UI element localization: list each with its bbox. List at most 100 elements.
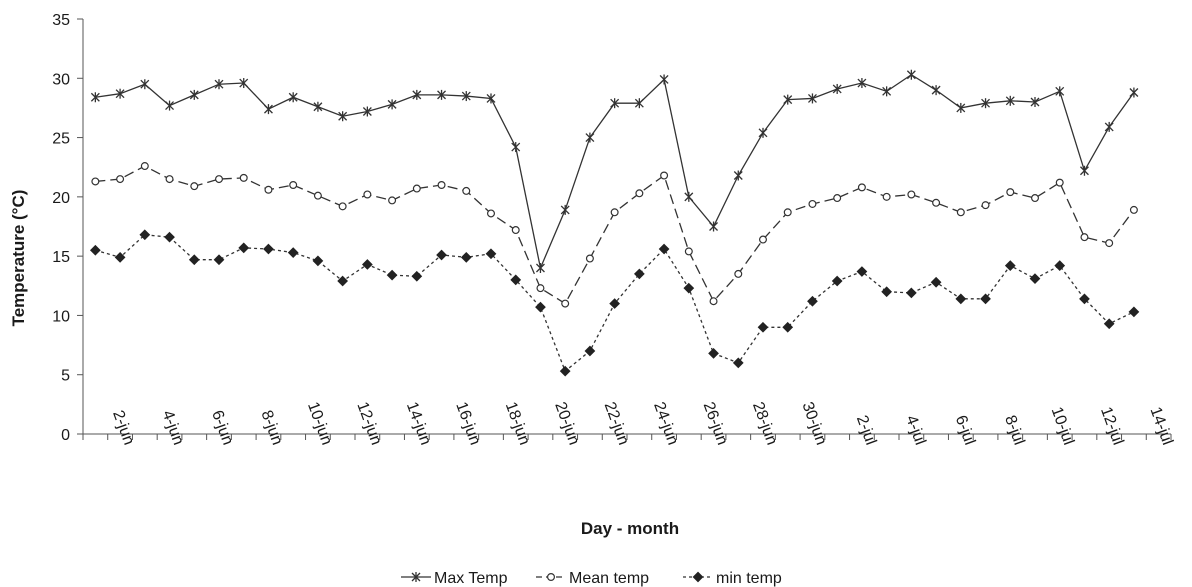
x-tick-label: 18-jun — [502, 400, 533, 448]
data-point-diamond — [386, 269, 398, 281]
data-point-star — [560, 204, 570, 215]
y-tick-label: 5 — [61, 368, 70, 385]
data-point-circle — [1105, 239, 1114, 248]
data-point-diamond — [535, 301, 546, 313]
data-point-circle — [363, 190, 372, 199]
data-point-diamond — [1103, 318, 1115, 330]
data-point-star — [807, 93, 817, 104]
y-tick-label: 10 — [52, 308, 70, 325]
data-point-star — [214, 79, 224, 90]
data-point-star — [387, 99, 397, 110]
x-tick-label: 6-jul — [952, 413, 978, 447]
data-point-diamond — [708, 348, 719, 359]
data-point-star — [1129, 87, 1139, 98]
x-tick-label: 14-jun — [403, 400, 434, 448]
data-point-star — [437, 89, 447, 100]
tick-labels-layer: 0 5 10 15 20 25 30 35 2-jun 4-jun 6-jun 8-jun 10-jun… — [52, 12, 1176, 447]
y-tick-label: 30 — [52, 71, 70, 88]
data-point-diamond — [114, 251, 126, 263]
axes-layer — [77, 18, 1172, 440]
legend-label: min temp — [716, 570, 782, 587]
x-tick-label: 22-jun — [601, 400, 632, 448]
x-tick-label: 16-jun — [452, 400, 483, 448]
x-tick-label: 28-jun — [749, 400, 780, 448]
data-point-diamond — [1128, 306, 1140, 318]
data-point-star — [1030, 97, 1040, 107]
data-point-star — [511, 142, 521, 153]
x-tick-label: 2-jul — [853, 413, 879, 447]
series-max-temp — [90, 69, 1139, 273]
data-point-circle — [487, 209, 496, 218]
series-layer — [89, 69, 1140, 377]
data-point-circle — [833, 194, 842, 203]
data-point-diamond — [1004, 260, 1016, 271]
data-point-star — [931, 85, 941, 96]
y-tick-label: 0 — [61, 427, 70, 444]
y-axis-title: Temperature (°C) — [9, 190, 28, 327]
data-point-circle — [536, 284, 545, 293]
data-point-circle — [437, 181, 446, 190]
legend: Max Temp Mean temp min temp — [401, 570, 782, 587]
data-point-diamond — [1054, 260, 1066, 271]
data-point-star — [140, 79, 150, 90]
legend-item: Max Temp — [401, 570, 508, 587]
data-point-diamond — [633, 268, 645, 280]
data-point-diamond — [411, 270, 423, 282]
x-tick-label: 12-jul — [1097, 405, 1126, 448]
x-tick-label: 30-jun — [798, 400, 829, 448]
y-tick-label: 15 — [52, 249, 70, 266]
data-point-star — [263, 104, 273, 115]
data-point-diamond — [460, 251, 472, 263]
data-point-diamond — [287, 247, 299, 258]
x-tick-label: 10-jul — [1048, 405, 1077, 448]
data-point-circle — [264, 185, 273, 194]
data-point-diamond — [1079, 293, 1090, 305]
data-point-circle — [709, 297, 718, 306]
data-point-circle — [808, 199, 817, 208]
data-point-star — [535, 263, 545, 273]
data-point-circle — [734, 269, 743, 278]
data-point-circle — [585, 254, 594, 263]
data-point-circle — [635, 189, 644, 198]
data-point-diamond — [757, 321, 769, 333]
data-point-circle — [882, 192, 891, 201]
data-point-circle — [91, 177, 100, 186]
data-point-star — [90, 92, 100, 103]
data-point-circle — [313, 191, 322, 200]
data-point-star — [857, 78, 867, 89]
x-axis-title: Day - month — [581, 519, 679, 538]
data-point-star — [906, 69, 916, 80]
legend-label: Mean temp — [569, 570, 649, 587]
data-point-circle — [388, 196, 397, 205]
x-tick-label: 8-jul — [1001, 413, 1027, 447]
data-point-diamond — [732, 357, 744, 369]
data-point-star — [758, 127, 768, 138]
data-point-star — [362, 106, 372, 117]
x-tick-label: 14-jul — [1146, 405, 1175, 448]
data-point-circle — [511, 226, 520, 235]
data-point-star — [634, 98, 644, 109]
data-point-star — [165, 100, 175, 111]
x-tick-label: 8-jun — [258, 408, 286, 447]
x-tick-label: 24-jun — [650, 400, 681, 448]
data-point-circle — [783, 208, 792, 217]
data-point-circle — [462, 186, 471, 195]
series-min-temp — [89, 229, 1140, 377]
data-point-circle — [561, 299, 570, 308]
data-point-diamond — [692, 571, 704, 583]
data-point-star — [461, 91, 471, 102]
data-point-star — [733, 170, 743, 181]
data-point-circle — [140, 162, 149, 171]
data-point-diamond — [213, 254, 225, 266]
data-point-star — [239, 78, 249, 89]
y-tick-label: 35 — [52, 12, 70, 29]
data-point-diamond — [980, 293, 991, 305]
y-tick-label: 25 — [52, 131, 70, 148]
data-point-circle — [1080, 233, 1089, 242]
data-point-circle — [758, 235, 767, 244]
data-point-circle — [165, 175, 174, 184]
data-point-diamond — [683, 282, 695, 294]
data-point-star — [1079, 165, 1089, 176]
